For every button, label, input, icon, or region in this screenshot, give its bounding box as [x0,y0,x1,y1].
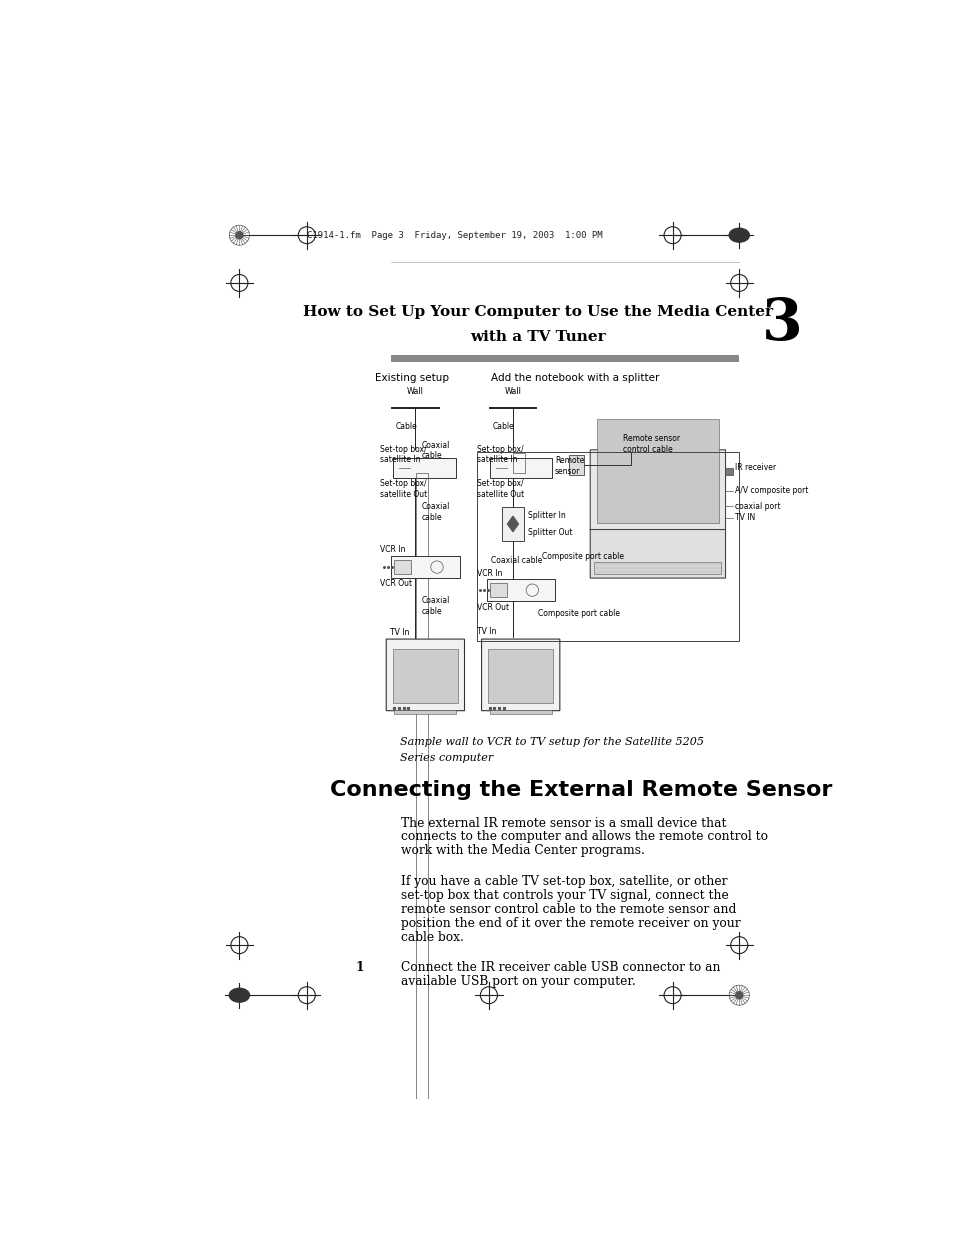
Text: Remote
sensor: Remote sensor [555,456,583,475]
Bar [489,583,506,597]
Bar [724,468,732,475]
Text: connects to the computer and allows the remote control to: connects to the computer and allows the … [401,830,767,844]
Text: Coaxial
cable: Coaxial cable [421,441,450,461]
Ellipse shape [728,228,748,242]
Text: Existing setup: Existing setup [375,373,449,383]
Text: C1914-1.fm  Page 3  Friday, September 19, 2003  1:00 PM: C1914-1.fm Page 3 Friday, September 19, … [307,231,601,240]
Text: Connecting the External Remote Sensor: Connecting the External Remote Sensor [330,779,832,799]
Text: Composite port cable: Composite port cable [541,552,623,562]
Bar [390,556,459,578]
Bar [476,452,739,641]
Text: Splitter In: Splitter In [527,511,565,520]
Text: Series computer: Series computer [399,752,493,763]
Bar [568,454,583,475]
Text: set-top box that controls your TV signal, connect the: set-top box that controls your TV signal… [401,889,728,902]
Text: VCR In: VCR In [380,545,405,555]
Bar [488,648,553,703]
Text: 3: 3 [760,295,801,352]
Bar [489,458,551,478]
FancyBboxPatch shape [590,529,725,578]
Bar [594,562,720,574]
Text: TV IN: TV IN [734,514,754,522]
Text: IR receiver: IR receiver [734,463,775,472]
Text: A/V composite port: A/V composite port [734,487,807,495]
Text: VCR In: VCR In [476,569,502,578]
Text: Coaxial
cable: Coaxial cable [421,597,450,616]
Text: Connect the IR receiver cable USB connector to an: Connect the IR receiver cable USB connec… [401,961,720,974]
Text: coaxial port: coaxial port [734,501,780,511]
Polygon shape [507,516,517,531]
Text: VCR Out: VCR Out [380,579,412,588]
Bar [393,648,457,703]
FancyBboxPatch shape [481,638,559,710]
Text: Set-top box/
satellite Out: Set-top box/ satellite Out [476,479,524,499]
Circle shape [735,992,742,999]
Text: Coaxial cable: Coaxial cable [491,556,542,566]
Text: If you have a cable TV set-top box, satellite, or other: If you have a cable TV set-top box, sate… [401,876,727,888]
Text: remote sensor control cable to the remote sensor and: remote sensor control cable to the remot… [401,903,736,916]
Bar [394,561,410,574]
Bar [501,508,523,541]
FancyBboxPatch shape [386,638,464,710]
Text: Sample wall to VCR to TV setup for the Satellite 5205: Sample wall to VCR to TV setup for the S… [399,737,703,747]
Text: work with the Media Center programs.: work with the Media Center programs. [401,845,644,857]
Bar [513,453,525,473]
FancyBboxPatch shape [590,450,725,530]
Text: 1: 1 [355,961,364,974]
Text: Composite port cable: Composite port cable [537,609,619,618]
Text: Cable: Cable [493,421,514,431]
Text: cable box.: cable box. [401,930,464,944]
Ellipse shape [229,988,249,1002]
Text: Add the notebook with a splitter: Add the notebook with a splitter [491,373,659,383]
Text: The external IR remote sensor is a small device that: The external IR remote sensor is a small… [401,816,726,830]
Text: TV In: TV In [390,629,410,637]
Text: Coaxial
cable: Coaxial cable [421,503,450,522]
Bar [489,710,551,714]
Bar [393,458,456,478]
Text: Remote sensor
control cable: Remote sensor control cable [622,435,679,454]
Text: with a TV Tuner: with a TV Tuner [470,330,605,343]
Bar [416,473,428,1235]
Bar [486,579,555,601]
Text: Wall: Wall [406,387,423,396]
Text: position the end of it over the remote receiver on your: position the end of it over the remote r… [401,916,740,930]
Text: Cable: Cable [395,421,416,431]
Text: available USB port on your computer.: available USB port on your computer. [401,976,636,988]
Text: Wall: Wall [504,387,521,396]
Bar [596,419,719,524]
Text: Set-top box/
satellite Out: Set-top box/ satellite Out [380,479,427,499]
Text: TV In: TV In [476,626,497,636]
Text: Set-top box/
satellite In: Set-top box/ satellite In [380,445,427,464]
Text: Set-top box/
satellite In: Set-top box/ satellite In [476,445,523,464]
Text: VCR Out: VCR Out [476,603,509,611]
Text: How to Set Up Your Computer to Use the Media Center: How to Set Up Your Computer to Use the M… [302,305,772,319]
Bar [394,710,456,714]
Circle shape [235,232,243,238]
Text: Splitter Out: Splitter Out [527,529,572,537]
Bar [390,354,739,362]
